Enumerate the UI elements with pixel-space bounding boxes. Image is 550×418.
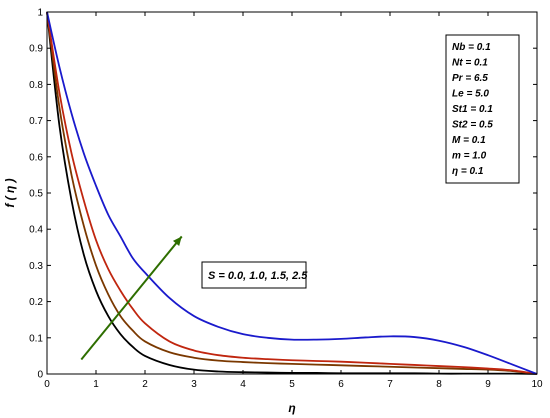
legend-entry: Le = 5.0 — [452, 89, 489, 100]
y-tick-label: 0.6 — [29, 152, 43, 163]
annotation-box — [201, 261, 307, 289]
x-tick-label: 10 — [531, 379, 543, 390]
ticks-layer: 0 1 2 3 4 5 6 7 8 9 10 0 0.1 0.2 0.3 0.4 0.5 0.6 0.7 0.8 0.9… — [29, 8, 543, 391]
series-line-4 — [46, 11, 538, 375]
annotation-arrow-shaft — [80, 235, 183, 361]
y-tick-label: 0.9 — [29, 44, 43, 55]
legend-box: Nb = 0.1 Nt = 0.1 Pr = 6.5 Le = 5.0 St1 = 0.… — [445, 34, 520, 184]
x-tick-label: 0 — [44, 379, 50, 390]
legend-entry: M = 0.1 — [452, 135, 486, 146]
legend-entry: η = 0.1 — [452, 166, 484, 177]
legend-entry: St1 = 0.1 — [452, 104, 493, 115]
legend-entry: St2 = 0.5 — [452, 120, 493, 131]
x-tick-label: 6 — [338, 379, 344, 390]
y-axis-label: f ( η ) — [3, 178, 17, 207]
annotation-arrow-head — [172, 236, 182, 246]
x-tick-label: 9 — [485, 379, 491, 390]
legend-lines: Nb = 0.1 Nt = 0.1 Pr = 6.5 Le = 5.0 St1 = 0.… — [452, 42, 493, 177]
annotation-text: S = 0.0, 1.0, 1.5, 2.5 — [208, 270, 308, 282]
y-tick-label: 0.5 — [29, 189, 43, 200]
legend-entry: Pr = 6.5 — [452, 73, 488, 84]
y-tick-label: 0.2 — [29, 297, 43, 308]
y-tick-label: 0.1 — [29, 333, 43, 344]
x-tick-label: 3 — [191, 379, 197, 390]
y-tick-label: 1 — [37, 8, 43, 19]
y-tick-label: 0.7 — [29, 116, 43, 127]
x-axis-label: η — [288, 401, 295, 415]
y-tick-label: 0.4 — [29, 225, 43, 236]
y-tick-label: 0.3 — [29, 261, 43, 272]
x-tick-label: 1 — [93, 379, 99, 390]
x-tick-label: 2 — [142, 379, 148, 390]
series-line-2 — [46, 11, 538, 375]
legend-frame — [445, 34, 520, 184]
legend-entry: Nb = 0.1 — [452, 42, 491, 53]
series-line-3 — [46, 11, 538, 375]
y-tick-label: 0.8 — [29, 80, 43, 91]
x-tick-label: 4 — [240, 379, 246, 390]
legend-entry: Nt = 0.1 — [452, 58, 488, 69]
x-tick-label: 8 — [436, 379, 442, 390]
x-tick-label: 7 — [387, 379, 393, 390]
y-tick-label: 0 — [37, 370, 43, 381]
x-tick-label: 5 — [289, 379, 295, 390]
legend-entry: m = 1.0 — [452, 151, 487, 162]
annotation-layer: S = 0.0, 1.0, 1.5, 2.5 — [80, 235, 308, 361]
